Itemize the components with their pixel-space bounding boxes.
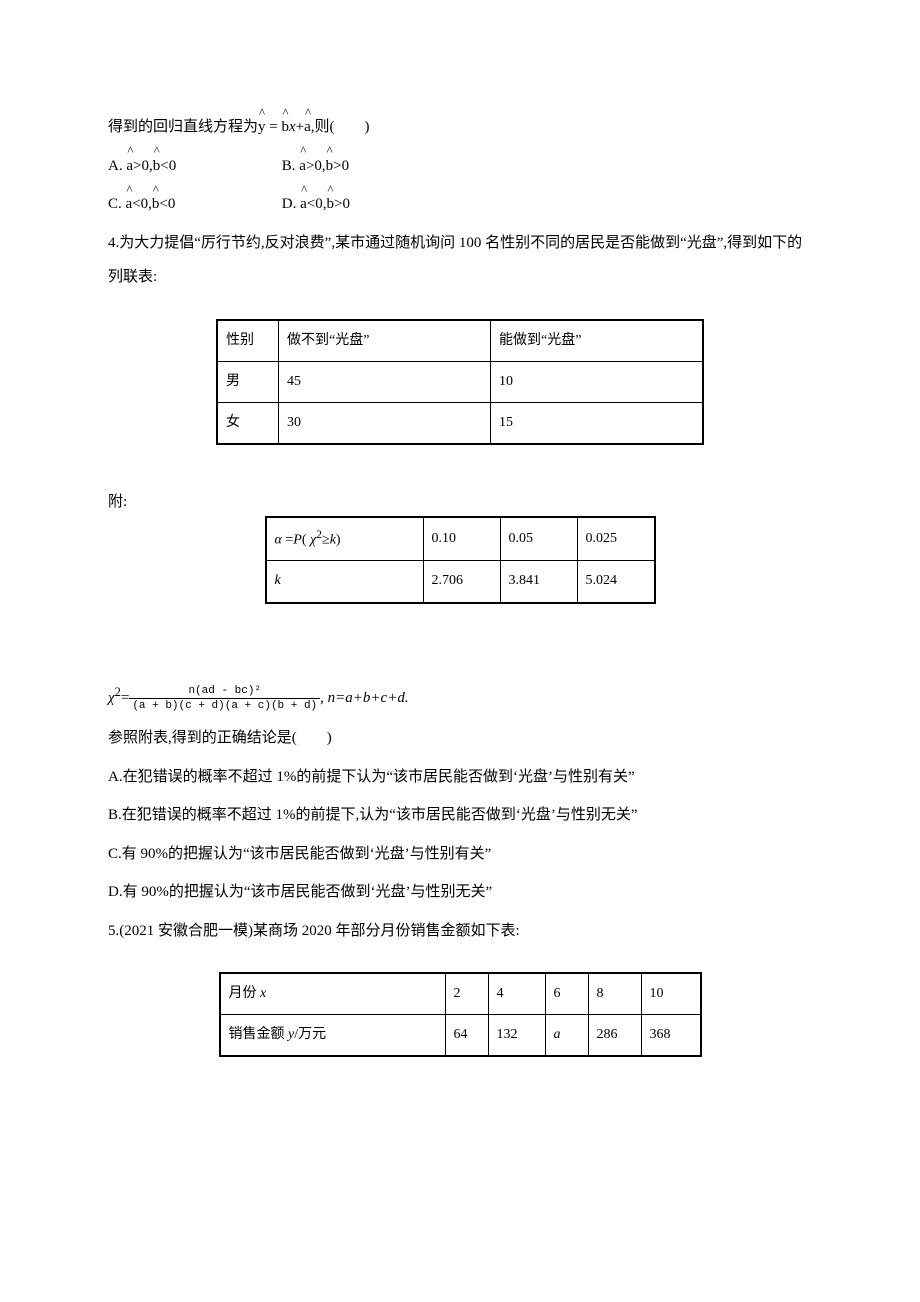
table-row: α =P( χ2≥k) 0.10 0.05 0.025 (266, 517, 655, 561)
q5-sales-table: 月份 x 2 4 6 8 10 销售金额 y/万元 64 132 a 286 3… (219, 972, 702, 1057)
q4-opt-c: C.有 90%的把握认为“该市居民能否做到‘光盘’与性别有关” (108, 837, 812, 872)
q5-cell: 4 (488, 973, 545, 1015)
k-symbol: k (275, 573, 281, 588)
table-row: 性别 做不到“光盘” 能做到“光盘” (217, 320, 703, 362)
q4-cell: 45 (279, 361, 491, 402)
q4-opt-d: D.有 90%的把握认为“该市居民能否做到‘光盘’与性别无关” (108, 875, 812, 910)
q5-cell: 8 (588, 973, 641, 1015)
q4-contingency-table: 性别 做不到“光盘” 能做到“光盘” 男 45 10 女 30 15 (216, 319, 704, 446)
q5-cell: 286 (588, 1015, 641, 1057)
q3-options-row2: C. a<0,b<0 D. a<0,b>0 (108, 187, 812, 222)
q5-cell: 2 (445, 973, 488, 1015)
q4-attach-label: 附: (108, 485, 812, 520)
crit-cell: 5.024 (577, 561, 655, 603)
q3-opt-c: C. a<0,b<0 (108, 187, 278, 222)
formula-denominator: (a + b)(c + d)(a + c)(b + d) (129, 699, 320, 712)
q4-opt-b: B.在犯错误的概率不超过 1%的前提下,认为“该市居民能否做到‘光盘’与性别无关… (108, 798, 812, 833)
crit-cell: 3.841 (500, 561, 577, 603)
q4-th-can: 能做到“光盘” (491, 320, 704, 362)
q3-options-row1: A. a>0,b<0 B. a>0,b>0 (108, 149, 812, 184)
crit-cell: 0.05 (500, 517, 577, 561)
alpha-symbol: α (275, 532, 282, 547)
q4-conclusion-lead: 参照附表,得到的正确结论是( ) (108, 721, 812, 756)
q5-cell: 10 (641, 973, 701, 1015)
q4-cell: 女 (217, 402, 279, 444)
table-row: 月份 x 2 4 6 8 10 (220, 973, 701, 1015)
q4-cell: 男 (217, 361, 279, 402)
table-row: k 2.706 3.841 5.024 (266, 561, 655, 603)
q4-critical-table: α =P( χ2≥k) 0.10 0.05 0.025 k 2.706 3.84… (265, 516, 656, 604)
crit-cell: 2.706 (423, 561, 500, 603)
q5-cell: 6 (545, 973, 588, 1015)
table-row: 女 30 15 (217, 402, 703, 444)
q4-th-cannot: 做不到“光盘” (279, 320, 491, 362)
q4-stem: 4.为大力提倡“厉行节约,反对浪费”,某市通过随机询问 100 名性别不同的居民… (108, 226, 812, 295)
q5-stem: 5.(2021 安徽合肥一模)某商场 2020 年部分月份销售金额如下表: (108, 914, 812, 949)
q4-cell: 30 (279, 402, 491, 444)
q5-cell: 132 (488, 1015, 545, 1057)
q4-cell: 10 (491, 361, 704, 402)
table-row: 销售金额 y/万元 64 132 a 286 368 (220, 1015, 701, 1057)
crit-cell: 0.10 (423, 517, 500, 561)
q3-opt-a: A. a>0,b<0 (108, 149, 278, 184)
q3-opt-b: B. a>0,b>0 (282, 149, 452, 184)
q3-regression-line: 得到的回归直线方程为y = bx+a,则( ) (108, 110, 812, 145)
crit-cell: 0.025 (577, 517, 655, 561)
q5-cell: 368 (641, 1015, 701, 1057)
q4-cell: 15 (491, 402, 704, 444)
q4-chi2-formula: χ2= n(ad - bc)² (a + b)(c + d)(a + c)(b … (108, 678, 812, 716)
formula-numerator: n(ad - bc)² (129, 685, 320, 699)
q4-th-gender: 性别 (217, 320, 279, 362)
q5-cell: a (545, 1015, 588, 1057)
q3-opt-d: D. a<0,b>0 (282, 187, 452, 222)
table-row: 男 45 10 (217, 361, 703, 402)
q5-cell: 64 (445, 1015, 488, 1057)
q4-opt-a: A.在犯错误的概率不超过 1%的前提下认为“该市居民能否做到‘光盘’与性别有关” (108, 760, 812, 795)
formula-tail: , n=a+b+c+d. (320, 690, 408, 706)
